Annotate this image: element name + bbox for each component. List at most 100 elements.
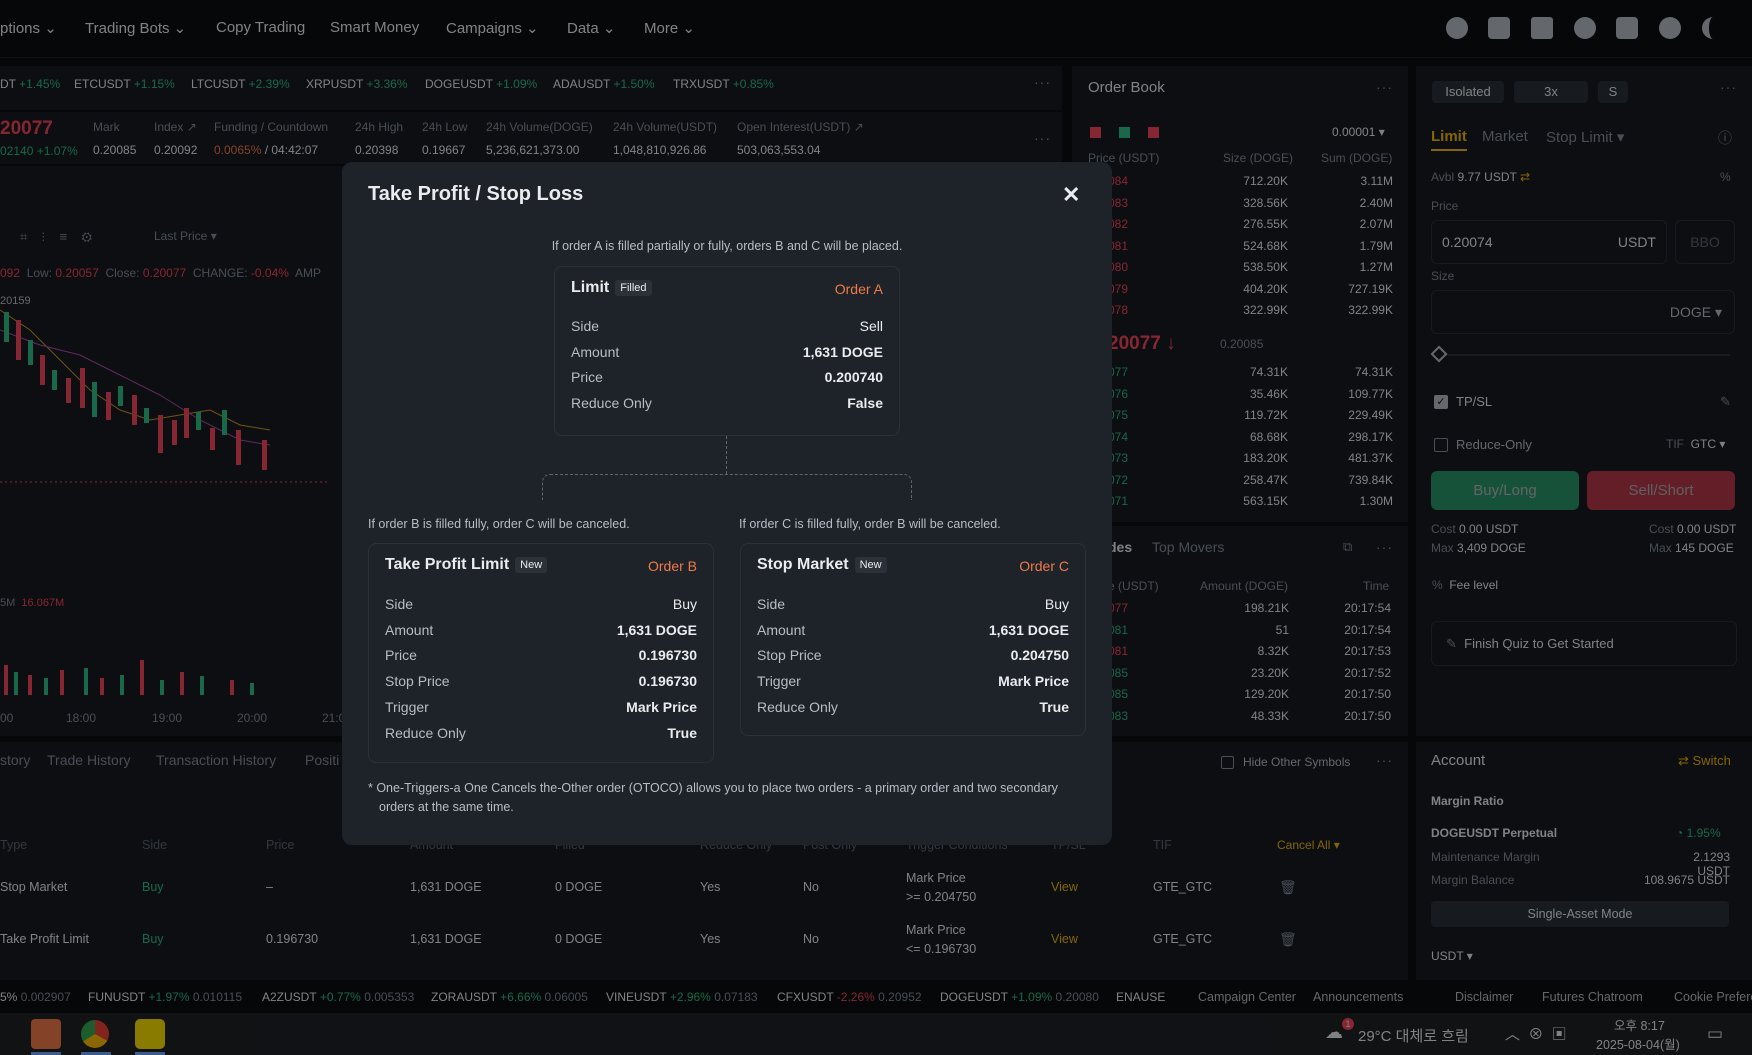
ob-ask-row[interactable]: 079 404.20K 727.19K [1078,282,1398,303]
ob-ask-row[interactable]: 078 322.99K 322.99K [1078,303,1398,324]
margin-mode-button[interactable]: Isolated [1432,81,1504,103]
orderbook-view-icons[interactable] [1090,126,1159,141]
ob-bid-row[interactable]: 076 35.46K 109.77K [1078,387,1398,408]
notification-icon[interactable]: ▭ [1707,1024,1724,1043]
clock-date[interactable]: 2025-08-04(월) [1596,1038,1680,1052]
nav-options[interactable]: ptions ⌄ [0,20,57,37]
last-price-select[interactable]: Last Price ▾ [154,229,217,243]
ob-bid-row[interactable]: 072 258.47K 739.84K [1078,473,1398,494]
switch-link[interactable]: ⇄ Switch [1678,753,1731,768]
bbo-button[interactable]: BBO [1675,220,1735,264]
hide-other-checkbox[interactable] [1221,756,1234,769]
currency-select[interactable]: USDT ▾ [1431,949,1473,963]
fee-level-link[interactable]: % Fee level [1432,578,1499,592]
chart-tool-icons[interactable]: ⌗ ⫶ ≡ ⚙ [20,229,93,244]
sell-short-button[interactable]: Sell/Short [1587,471,1735,510]
footer-ticker-item[interactable]: FUNUSDT +1.97% 0.010115 [88,990,242,1004]
index-label[interactable]: Index ↗ [154,120,197,134]
calculator-icon[interactable]: % [1720,170,1731,184]
footer-link[interactable]: Futures Chatroom [1542,990,1643,1004]
nav-smart-money[interactable]: Smart Money [330,19,420,36]
tpsl-checkbox[interactable]: ✓ [1434,395,1448,409]
oi-label[interactable]: Open Interest(USDT) ↗ [737,120,864,134]
nav-copy-trading[interactable]: Copy Trading [216,19,306,36]
footer-ticker-item[interactable]: ZORAUSDT +6.66% 0.06005 [431,990,588,1004]
ticker-item[interactable]: LTCUSDT +2.39% [191,77,290,91]
size-slider[interactable] [1436,354,1730,356]
leverage-button[interactable]: 3x [1514,81,1588,103]
moon-icon[interactable] [1702,17,1724,39]
more-icon[interactable]: ··· [1376,79,1393,95]
ob-bid-row[interactable]: 073 183.20K 481.37K [1078,451,1398,472]
ob-ask-row[interactable]: 083 328.56K 2.40M [1078,196,1398,217]
ob-bid-row[interactable]: 071 563.15K 1.30M [1078,494,1398,515]
tab-order-history[interactable]: story [0,752,31,768]
reduce-only-checkbox[interactable] [1434,438,1448,452]
ob-bid-row[interactable]: 074 68.68K 298.17K [1078,430,1398,451]
ticker-item[interactable]: DOGEUSDT +1.09% [425,77,538,91]
tab-positions[interactable]: Positi [305,752,340,768]
quiz-banner[interactable]: ✎ Finish Quiz to Get Started [1431,621,1737,666]
tab-transaction-history[interactable]: Transaction History [156,752,277,768]
clock-time[interactable]: 오후 8:17 [1614,1019,1665,1033]
footer-ticker-item[interactable]: A2ZUSDT +0.77% 0.005353 [262,990,414,1004]
footer-ticker-item[interactable]: ENAUSE [1116,990,1165,1004]
weather-icon[interactable]: ☁ [1325,1022,1343,1042]
globe-icon[interactable] [1574,17,1596,39]
expand-icon[interactable]: ⧉ [1343,539,1353,554]
tab-market[interactable]: Market [1482,128,1528,145]
trash-icon[interactable]: 🗑 [1279,931,1297,947]
info-icon[interactable]: ⓘ [1718,130,1732,146]
user-icon[interactable] [1446,17,1468,39]
cancel-all-button[interactable]: Cancel All ▾ [1277,838,1340,852]
wallet-icon[interactable] [1488,17,1510,39]
ticker-item[interactable]: XRPUSDT +3.36% [306,77,408,91]
edit-icon[interactable]: ✎ [1720,394,1731,409]
candlestick-chart[interactable] [0,300,330,720]
view-tpsl-link[interactable]: View [1051,932,1078,946]
view-tpsl-link[interactable]: View [1051,880,1078,894]
nav-trading-bots[interactable]: Trading Bots ⌄ [85,20,187,37]
ob-ask-row[interactable]: 084 712.20K 3.11M [1078,174,1398,195]
footer-link[interactable]: Announcements [1313,990,1404,1004]
more-icon[interactable]: ··· [1034,74,1051,90]
tab-trades[interactable]: des [1108,539,1133,555]
ticker-item[interactable]: TRXUSDT +0.85% [673,77,774,91]
trash-icon[interactable]: 🗑 [1279,879,1297,895]
nav-campaigns[interactable]: Campaigns ⌄ [446,20,539,37]
help-icon[interactable] [1616,17,1638,39]
close-icon[interactable]: ✕ [1062,182,1081,207]
footer-ticker-item[interactable]: 5% 0.002907 [0,990,71,1004]
ticker-item[interactable]: ETCUSDT +1.15% [74,77,175,91]
kakaotalk-app-icon[interactable] [135,1019,165,1049]
single-asset-mode-button[interactable]: Single-Asset Mode [1431,901,1729,927]
ticker-item[interactable]: DT +1.45% [0,77,61,91]
tab-limit[interactable]: Limit [1431,128,1467,151]
ob-ask-row[interactable]: 080 538.50K 1.27M [1078,260,1398,281]
footer-ticker-item[interactable]: CFXUSDT -2.26% 0.20952 [777,990,922,1004]
nav-data[interactable]: Data ⌄ [567,20,616,37]
ob-bid-row[interactable]: 075 119.72K 229.49K [1078,408,1398,429]
gear-icon[interactable] [1659,17,1681,39]
orders-icon[interactable] [1531,17,1553,39]
tif-select[interactable]: TIF GTC ▾ [1666,437,1726,451]
price-input[interactable]: 0.20074 USDT [1431,220,1667,264]
tab-top-movers[interactable]: Top Movers [1152,539,1225,555]
chrome-app-icon[interactable] [81,1020,109,1048]
footer-ticker-item[interactable]: VINEUSDT +2.96% 0.07183 [606,990,758,1004]
footer-link[interactable]: Cookie Preferences [1674,990,1752,1004]
footer-link[interactable]: Campaign Center [1198,990,1296,1004]
footer-ticker-item[interactable]: DOGEUSDT +1.09% 0.20080 [940,990,1099,1004]
sublime-app-icon[interactable] [31,1019,61,1049]
ob-bid-row[interactable]: 077 74.31K 74.31K [1078,365,1398,386]
more-icon[interactable]: ··· [1720,79,1737,95]
more-icon[interactable]: ··· [1376,752,1393,768]
weather-text[interactable]: 29°C 대체로 흐림 [1358,1028,1469,1045]
tray-icons[interactable]: ︿ ⊗ ▣ [1505,1026,1567,1043]
size-input[interactable]: DOGE ▾ [1431,290,1735,334]
tab-stop-limit[interactable]: Stop Limit ▾ [1546,129,1625,146]
buy-long-button[interactable]: Buy/Long [1431,471,1579,510]
precision-select[interactable]: 0.00001 ▾ [1332,125,1385,139]
ticker-item[interactable]: ADAUSDT +1.50% [553,77,655,91]
ob-ask-row[interactable]: 082 276.55K 2.07M [1078,217,1398,238]
